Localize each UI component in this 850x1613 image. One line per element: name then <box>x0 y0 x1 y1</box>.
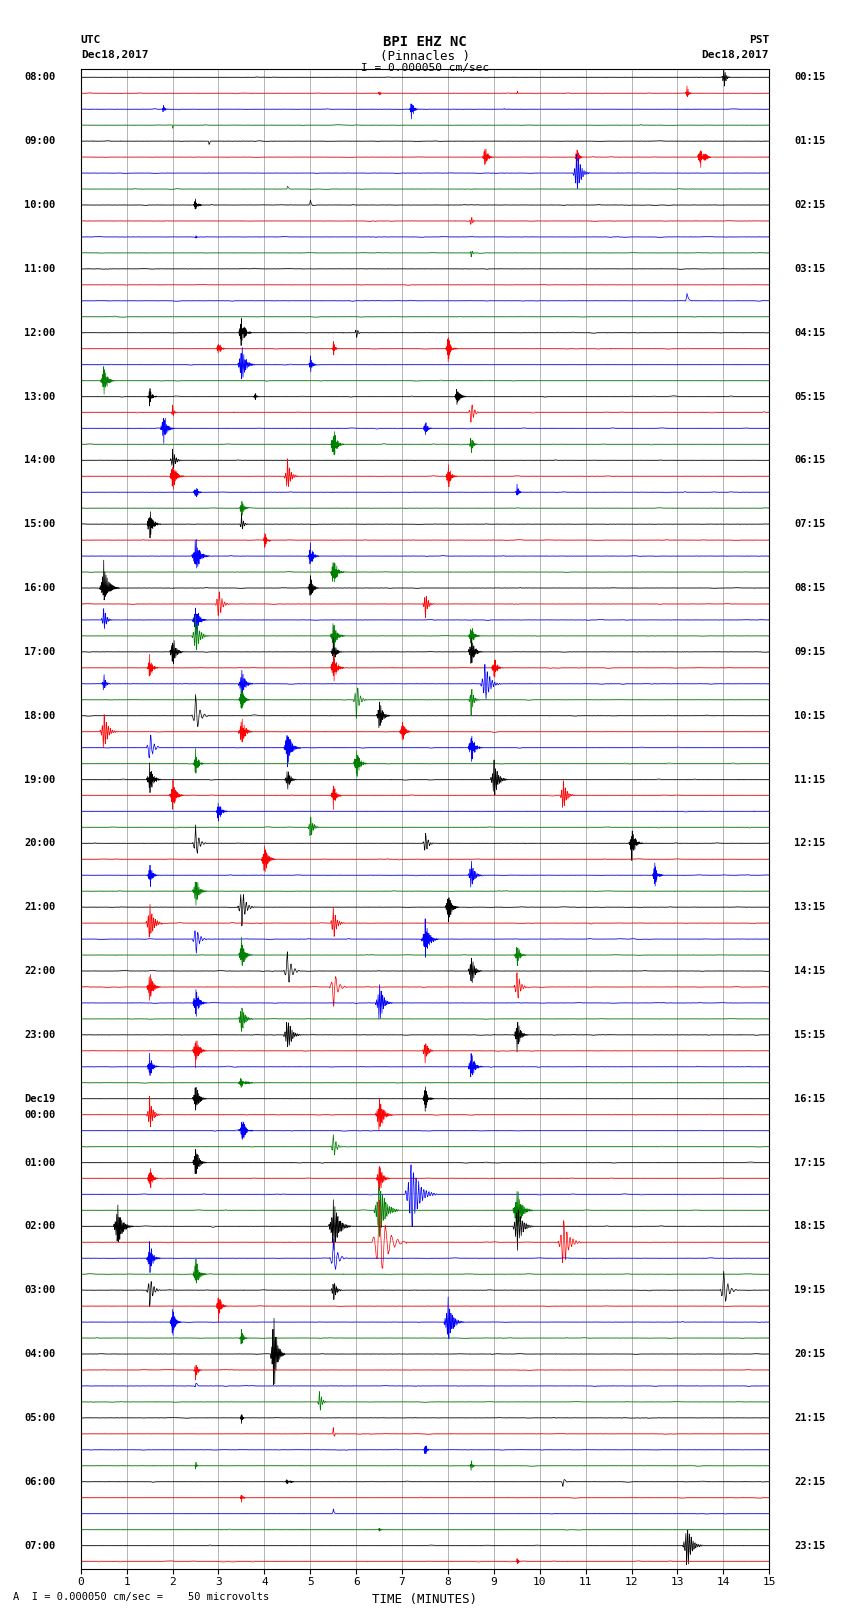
Text: 21:00: 21:00 <box>25 902 55 913</box>
Text: 22:00: 22:00 <box>25 966 55 976</box>
Text: 18:00: 18:00 <box>25 711 55 721</box>
Text: 08:00: 08:00 <box>25 73 55 82</box>
Text: 13:00: 13:00 <box>25 392 55 402</box>
Text: 13:15: 13:15 <box>795 902 825 913</box>
Text: 20:00: 20:00 <box>25 839 55 848</box>
Text: 05:00: 05:00 <box>25 1413 55 1423</box>
Text: 07:15: 07:15 <box>795 519 825 529</box>
Text: 10:00: 10:00 <box>25 200 55 210</box>
Text: 14:00: 14:00 <box>25 455 55 465</box>
Text: 17:00: 17:00 <box>25 647 55 656</box>
Text: 23:15: 23:15 <box>795 1540 825 1550</box>
Text: 18:15: 18:15 <box>795 1221 825 1231</box>
Text: 16:15: 16:15 <box>795 1094 825 1103</box>
Text: 23:00: 23:00 <box>25 1029 55 1040</box>
Text: 01:15: 01:15 <box>795 135 825 147</box>
Text: 00:00: 00:00 <box>25 1110 55 1119</box>
Text: Dec18,2017: Dec18,2017 <box>702 50 769 60</box>
Text: 01:00: 01:00 <box>25 1158 55 1168</box>
Text: 11:00: 11:00 <box>25 265 55 274</box>
Text: 02:00: 02:00 <box>25 1221 55 1231</box>
Text: 04:00: 04:00 <box>25 1348 55 1360</box>
Text: 15:15: 15:15 <box>795 1029 825 1040</box>
Text: 05:15: 05:15 <box>795 392 825 402</box>
Text: 19:00: 19:00 <box>25 774 55 784</box>
Text: (Pinnacles ): (Pinnacles ) <box>380 50 470 63</box>
Text: 10:15: 10:15 <box>795 711 825 721</box>
Text: 12:00: 12:00 <box>25 327 55 337</box>
Text: 11:15: 11:15 <box>795 774 825 784</box>
Text: 17:15: 17:15 <box>795 1158 825 1168</box>
Text: 03:15: 03:15 <box>795 265 825 274</box>
Text: 00:15: 00:15 <box>795 73 825 82</box>
Text: 20:15: 20:15 <box>795 1348 825 1360</box>
Text: 06:15: 06:15 <box>795 455 825 465</box>
Text: Dec19: Dec19 <box>25 1094 55 1103</box>
Text: 06:00: 06:00 <box>25 1476 55 1487</box>
Text: 12:15: 12:15 <box>795 839 825 848</box>
Text: A  I = 0.000050 cm/sec =    50 microvolts: A I = 0.000050 cm/sec = 50 microvolts <box>13 1592 269 1602</box>
Text: 16:00: 16:00 <box>25 582 55 594</box>
Text: 07:00: 07:00 <box>25 1540 55 1550</box>
Text: 03:00: 03:00 <box>25 1286 55 1295</box>
Text: Dec18,2017: Dec18,2017 <box>81 50 148 60</box>
Text: 19:15: 19:15 <box>795 1286 825 1295</box>
Text: 04:15: 04:15 <box>795 327 825 337</box>
Text: 09:15: 09:15 <box>795 647 825 656</box>
X-axis label: TIME (MINUTES): TIME (MINUTES) <box>372 1592 478 1605</box>
Text: 02:15: 02:15 <box>795 200 825 210</box>
Text: 09:00: 09:00 <box>25 135 55 147</box>
Text: 15:00: 15:00 <box>25 519 55 529</box>
Text: 21:15: 21:15 <box>795 1413 825 1423</box>
Text: 14:15: 14:15 <box>795 966 825 976</box>
Text: I = 0.000050 cm/sec: I = 0.000050 cm/sec <box>361 63 489 73</box>
Text: BPI EHZ NC: BPI EHZ NC <box>383 35 467 50</box>
Text: PST: PST <box>749 35 769 45</box>
Text: 22:15: 22:15 <box>795 1476 825 1487</box>
Text: UTC: UTC <box>81 35 101 45</box>
Text: 08:15: 08:15 <box>795 582 825 594</box>
